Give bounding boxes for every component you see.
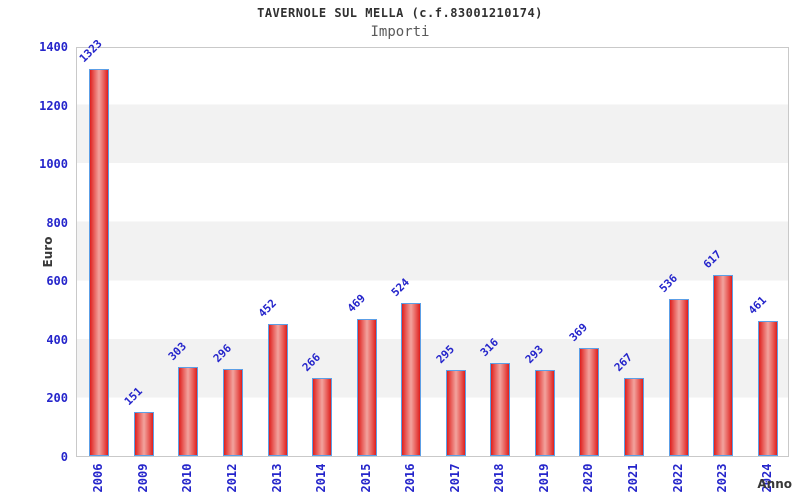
x-tick-label-2013: 2013 (269, 463, 284, 493)
y-tick-label: 1000 (39, 157, 68, 172)
bar-2020 (579, 347, 600, 456)
bar-value-label: 536 (656, 271, 680, 296)
bar-2010 (178, 367, 199, 456)
bar-2015 (356, 318, 377, 456)
x-tick-label-2015: 2015 (358, 463, 373, 493)
bar-value-label: 452 (255, 296, 279, 320)
bar-2009 (133, 411, 154, 456)
bar-2021 (624, 377, 645, 456)
x-tick-label-2023: 2023 (715, 463, 730, 493)
bar-2017 (445, 369, 466, 456)
bar-value-label: 369 (567, 320, 591, 344)
x-tick-label-2014: 2014 (314, 463, 329, 493)
bar-value-label: 316 (478, 336, 502, 360)
y-tick-label: 1200 (39, 98, 68, 113)
bar-value-label: 1323 (77, 36, 106, 65)
chart-subtitle: Importi (370, 24, 430, 40)
bar-value-label: 293 (522, 342, 546, 367)
y-tick-label: 1400 (39, 40, 68, 54)
x-tick-label-2017: 2017 (447, 463, 462, 493)
bar-2006 (89, 68, 110, 456)
x-tick-label-2009: 2009 (135, 463, 150, 493)
bar-value-label: 461 (745, 293, 769, 317)
y-tick-label: 400 (46, 332, 68, 347)
bar-value-label: 295 (433, 342, 457, 366)
x-tick-label-2019: 2019 (536, 463, 551, 493)
x-tick-label-2012: 2012 (224, 463, 239, 493)
bar-2022 (668, 299, 689, 456)
x-tick-label-2006: 2006 (91, 463, 106, 493)
bar-2013 (267, 323, 288, 456)
bar-2019 (534, 370, 555, 456)
y-tick-label: 600 (46, 274, 68, 289)
bar-value-label: 469 (344, 291, 368, 315)
bar-2014 (312, 378, 333, 456)
chart-title: TAVERNOLE SUL MELLA (c.f.83001210174) (257, 6, 543, 20)
bar-value-label: 617 (700, 248, 725, 272)
bar-value-label: 303 (166, 340, 190, 364)
x-tick-label-2016: 2016 (403, 463, 418, 493)
x-tick-label-2010: 2010 (180, 463, 195, 493)
bar-value-label: 151 (121, 384, 145, 408)
x-tick-label-2021: 2021 (626, 463, 641, 493)
y-tick-label: 0 (60, 450, 68, 464)
y-axis-label: Euro (41, 236, 55, 268)
bar-value-label: 267 (611, 350, 636, 374)
bar-2012 (222, 369, 243, 456)
bar-2024 (757, 321, 778, 456)
bar-value-label: 524 (389, 275, 413, 299)
plot-area: 1323 151 303 296 452 266 469 524 295 316 293 369 267… (76, 37, 789, 457)
x-tick-label-2018: 2018 (492, 463, 507, 493)
x-tick-label-2020: 2020 (581, 463, 596, 493)
bar-2016 (401, 302, 422, 456)
x-axis-label: Anno (757, 477, 792, 491)
x-tick-label-2022: 2022 (670, 463, 685, 493)
y-tick-label: 800 (46, 215, 68, 230)
bar-2018 (490, 363, 511, 456)
bar-value-label: 266 (299, 350, 324, 375)
y-tick-label: 200 (46, 391, 68, 406)
bar-2023 (713, 275, 734, 456)
bar-value-label: 296 (210, 342, 235, 366)
